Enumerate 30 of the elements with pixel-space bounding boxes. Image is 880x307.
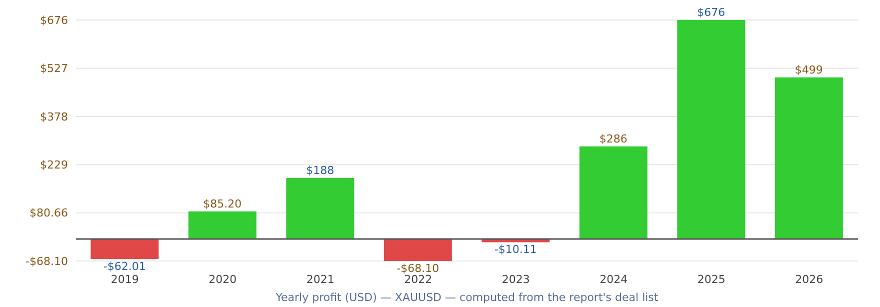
data-label: $286	[599, 132, 628, 146]
x-tick-label: 2024	[600, 272, 628, 286]
bar	[286, 178, 354, 239]
x-tick-label: 2026	[795, 272, 824, 286]
x-tick-label: 2021	[306, 272, 334, 286]
data-label: -$10.11	[494, 243, 537, 256]
x-axis-title: Yearly profit (USD) — XAUUSD — computed from the report's deal list	[274, 291, 659, 304]
y-tick-label: $229	[40, 158, 68, 172]
y-tick-label: $676	[40, 14, 68, 27]
bar	[774, 77, 843, 239]
x-tick-label: 2022	[404, 272, 432, 286]
data-label: $85.20	[203, 197, 242, 210]
bar	[579, 146, 648, 239]
bar	[90, 238, 159, 260]
bar	[384, 238, 452, 261]
x-tick-label: 2025	[697, 272, 726, 286]
data-label: $676	[697, 6, 726, 19]
y-tick-label: $527	[40, 62, 68, 76]
data-label: $188	[306, 164, 334, 178]
y-tick-label: -$68.10	[26, 254, 68, 268]
data-label: -$68.10	[396, 262, 440, 275]
y-tick-label: $378	[40, 110, 68, 124]
y-tick-label: $80.66	[30, 206, 68, 220]
bar	[677, 20, 746, 239]
x-tick-label: 2019	[110, 272, 139, 286]
x-tick-label: 2020	[208, 272, 237, 286]
bar	[188, 211, 256, 239]
data-label: -$62.01	[103, 260, 146, 274]
x-tick-label: 2023	[502, 272, 530, 286]
data-label: $499	[794, 63, 823, 76]
